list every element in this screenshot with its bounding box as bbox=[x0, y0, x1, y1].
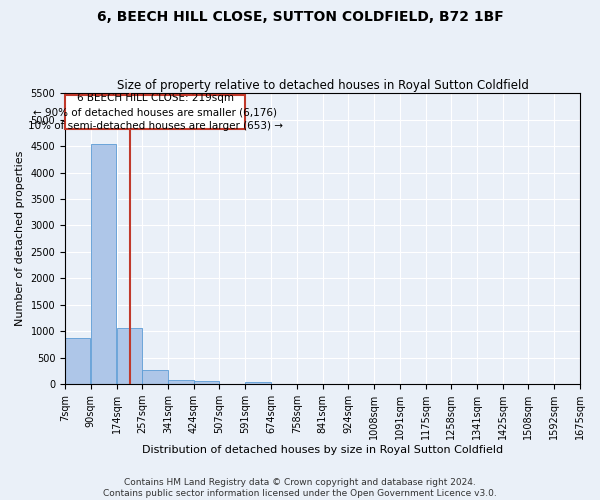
Text: Contains HM Land Registry data © Crown copyright and database right 2024.
Contai: Contains HM Land Registry data © Crown c… bbox=[103, 478, 497, 498]
Bar bbox=[194, 380, 219, 384]
Text: 6, BEECH HILL CLOSE, SUTTON COLDFIELD, B72 1BF: 6, BEECH HILL CLOSE, SUTTON COLDFIELD, B… bbox=[97, 10, 503, 24]
Bar bbox=[117, 328, 142, 384]
Bar bbox=[91, 144, 116, 384]
Bar bbox=[65, 96, 245, 129]
Y-axis label: Number of detached properties: Number of detached properties bbox=[15, 151, 25, 326]
Title: Size of property relative to detached houses in Royal Sutton Coldfield: Size of property relative to detached ho… bbox=[116, 79, 529, 92]
X-axis label: Distribution of detached houses by size in Royal Sutton Coldfield: Distribution of detached houses by size … bbox=[142, 445, 503, 455]
Bar bbox=[142, 370, 168, 384]
Text: 6 BEECH HILL CLOSE: 219sqm
← 90% of detached houses are smaller (6,176)
10% of s: 6 BEECH HILL CLOSE: 219sqm ← 90% of deta… bbox=[28, 93, 283, 131]
Bar bbox=[245, 382, 271, 384]
Bar bbox=[169, 380, 194, 384]
Bar bbox=[65, 338, 91, 384]
